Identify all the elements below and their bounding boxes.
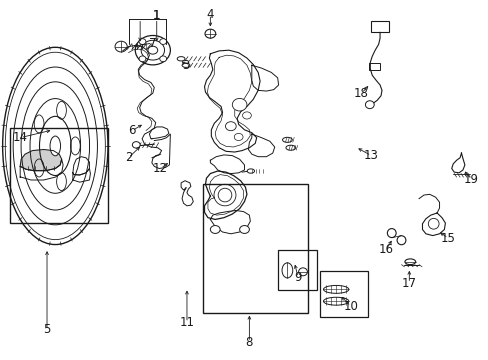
Ellipse shape: [232, 98, 246, 111]
Bar: [10, 128, 108, 223]
Text: 6: 6: [128, 124, 136, 137]
Text: 7: 7: [149, 36, 156, 50]
Ellipse shape: [427, 219, 438, 229]
Text: 4: 4: [206, 8, 214, 21]
Ellipse shape: [225, 122, 236, 131]
Ellipse shape: [148, 46, 158, 54]
Ellipse shape: [160, 39, 166, 44]
Ellipse shape: [404, 259, 415, 265]
Ellipse shape: [234, 134, 243, 140]
Bar: [320, 271, 367, 317]
Ellipse shape: [323, 297, 348, 305]
Ellipse shape: [282, 263, 292, 278]
Ellipse shape: [218, 188, 231, 202]
Ellipse shape: [282, 137, 292, 142]
Text: 18: 18: [353, 87, 368, 100]
Ellipse shape: [50, 136, 61, 156]
Ellipse shape: [285, 145, 295, 150]
Text: 10: 10: [343, 300, 358, 313]
Ellipse shape: [139, 56, 145, 62]
Text: 2: 2: [124, 151, 132, 164]
Ellipse shape: [365, 101, 373, 109]
Ellipse shape: [298, 268, 307, 276]
Ellipse shape: [239, 226, 249, 233]
Ellipse shape: [242, 112, 251, 119]
Ellipse shape: [204, 29, 215, 38]
Text: 5: 5: [43, 323, 51, 336]
Ellipse shape: [182, 63, 189, 67]
Text: 17: 17: [401, 277, 416, 290]
Ellipse shape: [115, 41, 127, 52]
Ellipse shape: [160, 56, 166, 62]
Ellipse shape: [132, 141, 140, 148]
Ellipse shape: [139, 39, 145, 44]
Text: 3: 3: [182, 59, 189, 72]
Text: 8: 8: [245, 336, 253, 348]
Bar: [203, 184, 307, 313]
Bar: [277, 250, 316, 291]
Text: 12: 12: [153, 162, 168, 175]
Ellipse shape: [396, 236, 405, 245]
Polygon shape: [20, 149, 61, 171]
Ellipse shape: [246, 169, 254, 173]
Bar: [368, 63, 379, 69]
Text: 14: 14: [13, 131, 28, 144]
Text: 15: 15: [440, 231, 455, 244]
Text: 13: 13: [363, 149, 378, 162]
Ellipse shape: [210, 226, 220, 233]
Text: 9: 9: [294, 271, 301, 284]
Text: 11: 11: [179, 316, 194, 329]
Text: 1: 1: [153, 9, 160, 22]
Text: 16: 16: [378, 243, 393, 256]
Ellipse shape: [177, 57, 184, 61]
Ellipse shape: [386, 229, 395, 238]
Text: 19: 19: [463, 173, 478, 186]
Text: 1: 1: [153, 9, 160, 22]
Bar: [370, 22, 388, 32]
Ellipse shape: [323, 285, 348, 293]
